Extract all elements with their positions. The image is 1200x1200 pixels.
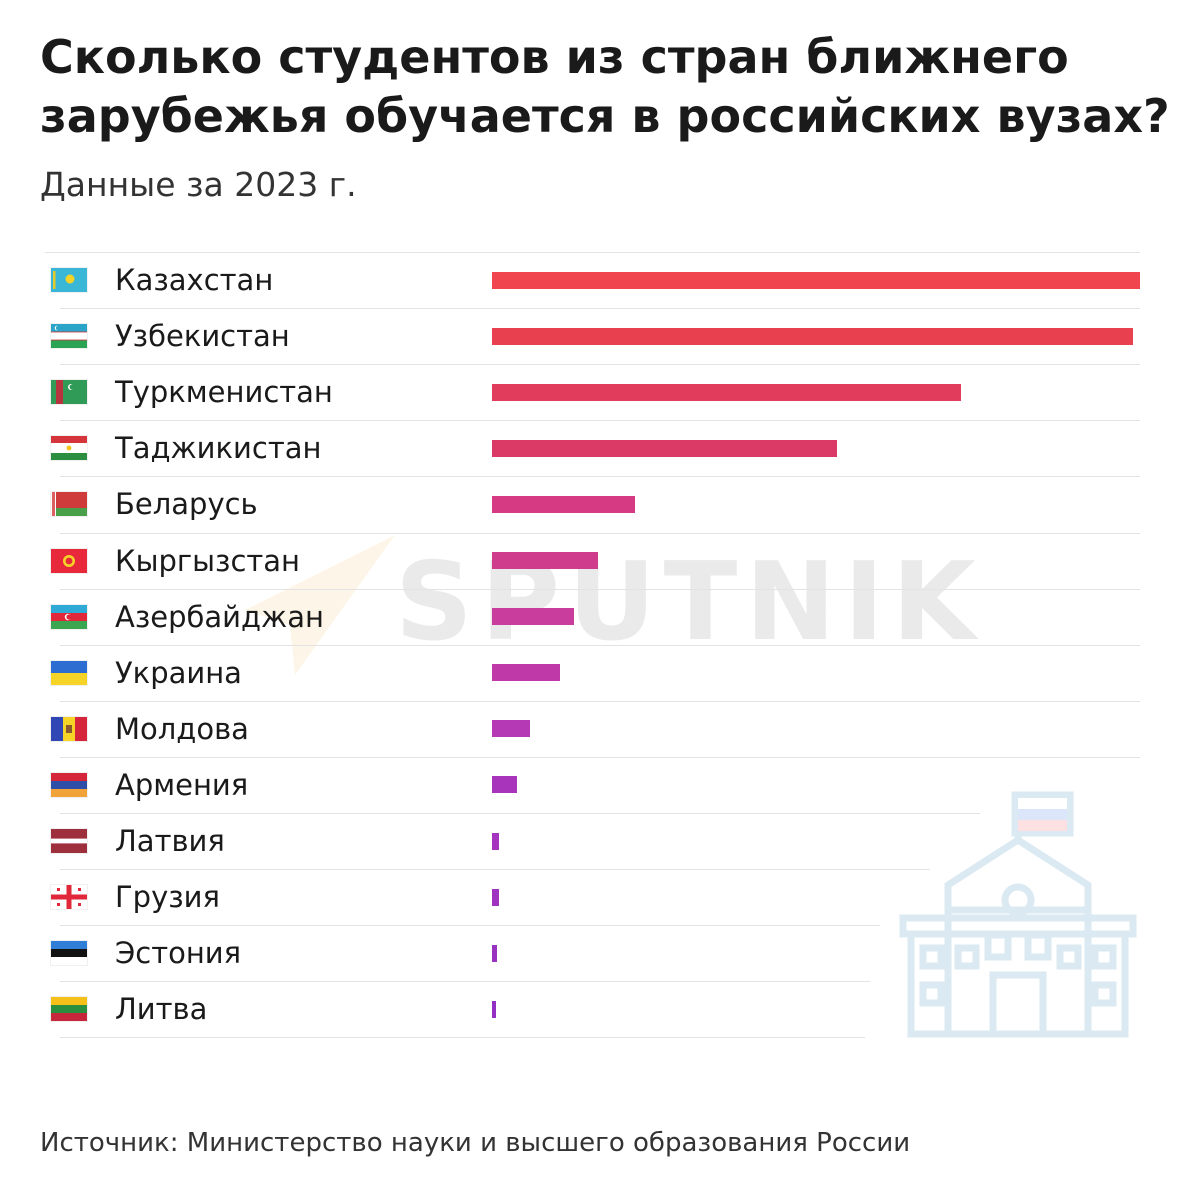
bar (492, 888, 499, 906)
sputnik-logo-icon (245, 535, 395, 675)
bar (492, 327, 1134, 345)
turkmenistan-flag-icon (51, 380, 87, 405)
latvia-flag-icon (51, 829, 87, 854)
row-separator (45, 252, 1140, 253)
bar (492, 552, 598, 570)
country-label: Азербайджан (115, 599, 324, 634)
armenia-flag-icon (51, 772, 87, 797)
bar (492, 664, 561, 682)
row-separator (60, 308, 1140, 310)
country-label: Кыргызстан (115, 543, 301, 578)
bar (492, 832, 500, 850)
bar (492, 383, 961, 401)
country-label: Казахстан (115, 263, 274, 298)
row-separator (60, 644, 1140, 646)
bar (492, 271, 1140, 289)
bar (492, 1000, 496, 1018)
row-separator (60, 925, 880, 927)
lithuania-flag-icon (51, 997, 87, 1022)
row-separator (60, 364, 1140, 366)
uzbekistan-flag-icon (51, 324, 87, 349)
bar (492, 495, 635, 513)
row-separator (60, 588, 1140, 590)
bar (492, 608, 574, 626)
country-label: Туркменистан (115, 375, 333, 410)
university-building-icon (899, 791, 1137, 1038)
row-separator (60, 756, 1140, 758)
kyrgyzstan-flag-icon (51, 548, 87, 573)
country-label: Украина (115, 655, 242, 690)
country-label: Молдова (115, 711, 249, 746)
chart-title: Сколько студентов из стран ближнего зару… (40, 30, 1170, 143)
georgia-flag-icon (51, 885, 87, 910)
country-label: Литва (115, 992, 208, 1027)
country-label: Армения (115, 767, 249, 802)
tajikistan-flag-icon (51, 436, 87, 461)
row-separator (60, 420, 1140, 422)
country-label: Беларусь (115, 487, 258, 522)
bar (492, 776, 517, 794)
row-separator (60, 981, 870, 983)
country-label: Таджикистан (115, 431, 322, 466)
row-separator (60, 1037, 865, 1039)
chart-subtitle: Данные за 2023 г. (40, 165, 357, 204)
country-label: Узбекистан (115, 319, 290, 354)
bar (492, 944, 498, 962)
bar (492, 439, 837, 457)
row-separator (60, 532, 1140, 534)
country-label: Грузия (115, 880, 220, 915)
ukraine-flag-icon (51, 660, 87, 685)
bar (492, 720, 530, 738)
moldova-flag-icon (51, 716, 87, 741)
country-label: Эстония (115, 936, 242, 971)
watermark-text: SPUTNIK (395, 540, 984, 665)
row-separator (60, 476, 1140, 478)
country-label: Латвия (115, 824, 225, 859)
source-note: Источник: Министерство науки и высшего о… (40, 1128, 911, 1158)
estonia-flag-icon (51, 941, 87, 966)
azerbaijan-flag-icon (51, 604, 87, 629)
belarus-flag-icon (51, 492, 87, 517)
row-separator (60, 869, 930, 871)
row-separator (60, 813, 980, 814)
row-separator (60, 700, 1140, 702)
kazakhstan-flag-icon (51, 268, 87, 293)
